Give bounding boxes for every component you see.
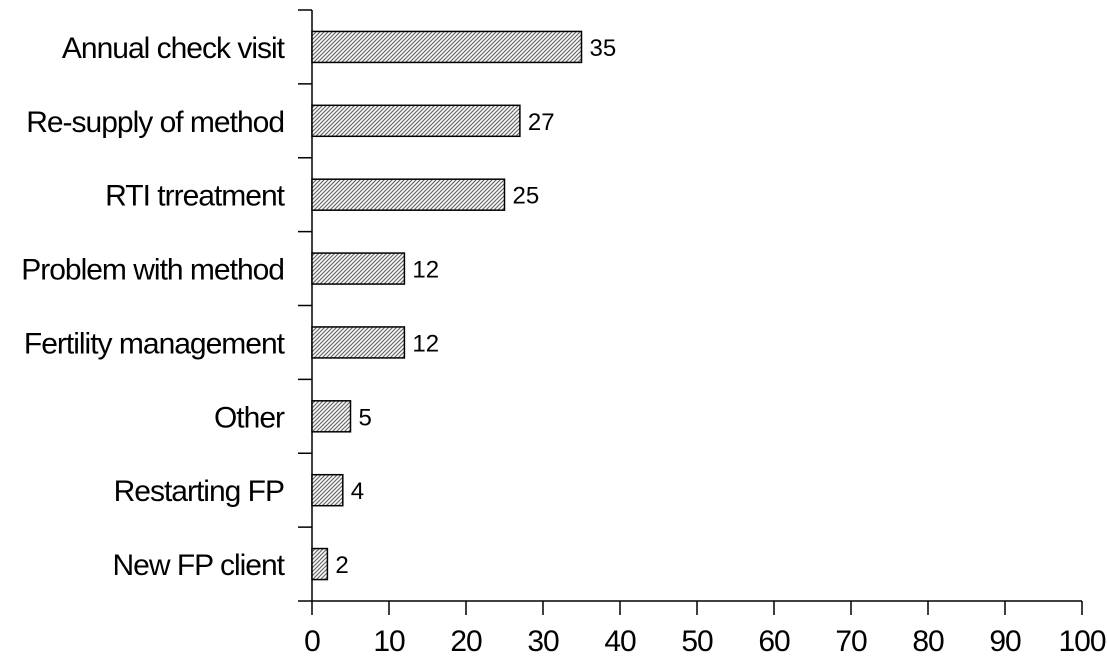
labels-group: Annual check visit 35 Re-supply of method 2… — [21, 32, 616, 582]
category-label: Fertility management — [24, 327, 286, 360]
data-label: 12 — [412, 330, 439, 357]
x-tick-label: 50 — [681, 625, 713, 658]
data-label: 12 — [412, 257, 439, 284]
category-label: RTI trreatment — [105, 180, 285, 213]
x-tick-label: 10 — [373, 625, 405, 658]
bar — [311, 30, 583, 64]
bar — [311, 326, 406, 359]
bar — [311, 104, 521, 138]
category-label: New FP client — [112, 549, 285, 582]
x-tick-label: 90 — [989, 625, 1021, 658]
bar — [311, 400, 352, 433]
category-label: Problem with method — [21, 254, 284, 287]
bar — [311, 473, 344, 507]
data-label: 4 — [351, 478, 364, 505]
bar — [311, 252, 406, 285]
x-tick-label: 100 — [1058, 625, 1105, 658]
x-tick-label: 0 — [304, 625, 320, 658]
x-tick-label: 20 — [450, 625, 482, 658]
data-label: 25 — [513, 183, 540, 210]
category-label: Restarting FP — [114, 475, 284, 508]
x-tick-label: 60 — [758, 625, 790, 658]
category-label: Re-supply of method — [26, 106, 284, 139]
category-label: Other — [214, 401, 285, 434]
x-tick-label: 70 — [835, 625, 867, 658]
data-label: 27 — [528, 109, 555, 136]
x-tick-label: 30 — [527, 625, 559, 658]
bar — [311, 178, 506, 211]
bar — [311, 547, 329, 581]
x-tick-label: 80 — [912, 625, 944, 658]
x-tick-label: 40 — [604, 625, 636, 658]
bars-group — [311, 30, 583, 581]
data-label: 2 — [335, 552, 348, 579]
axes: 0 10 20 30 40 50 60 70 80 90 100 — [298, 9, 1107, 658]
category-label: Annual check visit — [62, 32, 286, 65]
data-label: 5 — [359, 404, 372, 431]
data-label: 35 — [590, 35, 617, 62]
